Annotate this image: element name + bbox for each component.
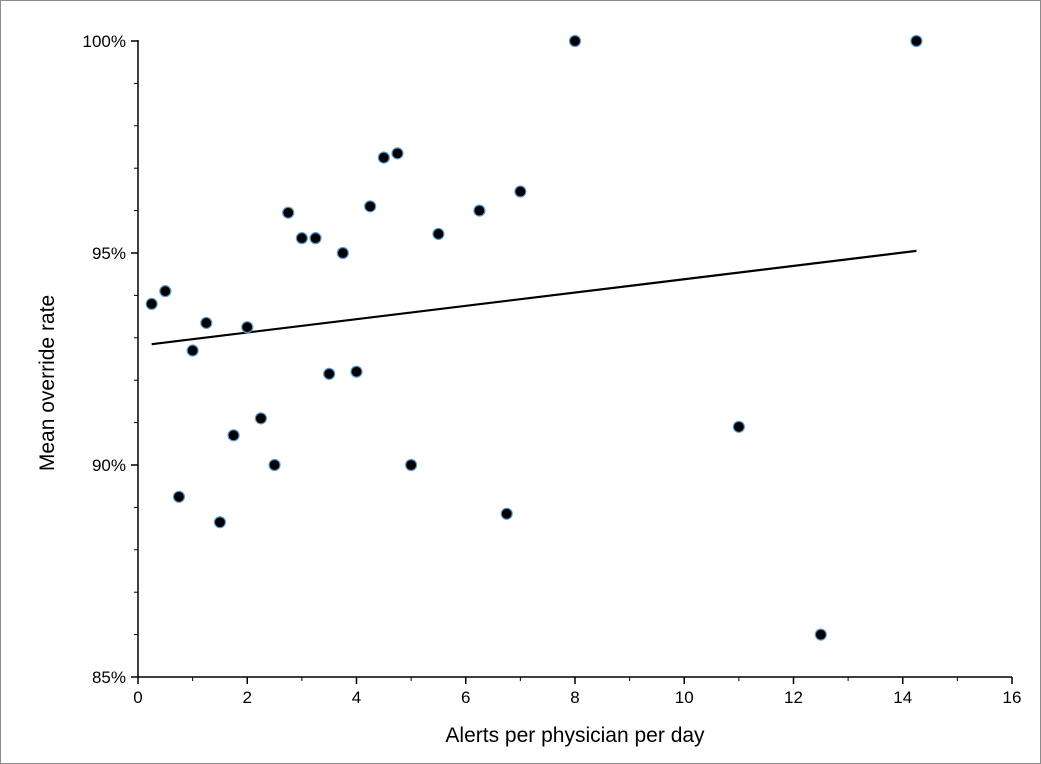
data-point [295, 232, 308, 245]
data-point [814, 628, 827, 641]
data-point [473, 204, 486, 217]
y-tick-label: 90% [92, 456, 126, 475]
labels-layer: Alerts per physician per day Mean overri… [36, 295, 705, 747]
data-point [213, 516, 227, 529]
x-tick-label: 14 [893, 688, 912, 707]
data-point [910, 34, 923, 48]
data-point [364, 200, 377, 213]
data-point [500, 507, 513, 520]
data-point [227, 429, 240, 442]
data-point [323, 367, 336, 380]
data-point [336, 246, 349, 260]
y-axis-title: Mean override rate [36, 295, 59, 471]
y-tick-label: 100% [83, 32, 126, 51]
data-point [568, 34, 582, 48]
x-tick-label: 10 [675, 688, 694, 707]
data-point [377, 151, 390, 164]
x-tick-label: 2 [243, 688, 252, 707]
data-point [432, 227, 445, 241]
trendline-layer [151, 249, 917, 346]
x-axis-title: Alerts per physician per day [445, 724, 705, 747]
data-point [391, 147, 404, 160]
trendline [151, 249, 917, 346]
data-point [350, 365, 363, 378]
x-tick-label: 8 [570, 688, 579, 707]
x-tick-label: 6 [461, 688, 470, 707]
axes: 85% 90% 95% 100% 0 2 4 6 8 10 12 14 16 [83, 32, 1022, 707]
data-point [732, 420, 745, 433]
data-point [186, 344, 199, 357]
data-point [254, 412, 268, 425]
data-point [172, 490, 186, 503]
x-tick-label: 4 [352, 688, 361, 707]
data-point [268, 458, 281, 472]
data-point [405, 458, 418, 472]
data-point [309, 232, 322, 245]
data-point [200, 316, 213, 330]
data-point [282, 206, 295, 219]
x-tick-label: 16 [1003, 688, 1022, 707]
data-point [514, 185, 527, 198]
y-tick-label: 95% [92, 244, 126, 263]
x-tick-label: 0 [133, 688, 142, 707]
x-tick-label: 12 [784, 688, 803, 707]
data-point [241, 321, 254, 334]
points-layer [145, 34, 923, 641]
y-tick-label: 85% [92, 668, 126, 687]
data-point [145, 297, 158, 310]
data-point [159, 285, 172, 298]
